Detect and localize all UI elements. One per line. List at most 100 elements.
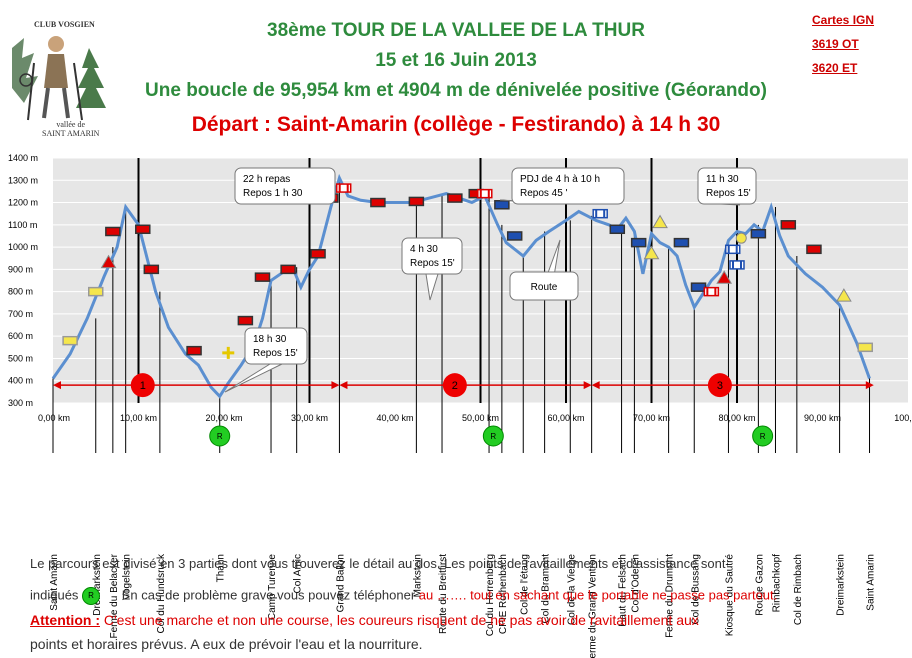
callout-11h30-line2: Repos 15' (706, 188, 751, 199)
place-label: Ferme du Drumont (665, 554, 676, 638)
footer-line1: Le parcours est divisé en 3 parties dont… (30, 556, 726, 571)
place-label: Dreimarkstein (836, 554, 847, 616)
x-tick-label: 10,00 km (120, 413, 157, 423)
y-tick-label: 1200 m (8, 198, 38, 208)
waypoint-marker (592, 208, 608, 219)
place-label: Col de Rimbach (793, 554, 804, 625)
logo-graphic (12, 36, 106, 121)
waypoint-marker (370, 197, 386, 208)
callout-pdj-box (511, 167, 625, 205)
place-label: Ferme du Belacker (109, 553, 120, 638)
place-label: Ferme du Grand Ventron (588, 554, 599, 658)
place-label: Markstein (412, 554, 423, 597)
footer-line4: points et horaires prévus. A eux de prév… (30, 636, 423, 652)
place-label: Col Amic (293, 554, 304, 593)
waypoint-marker (105, 226, 121, 237)
waypoint-marker (447, 193, 463, 203)
callout-22h-line1: 22 h repas (243, 174, 290, 185)
waypoint-marker (750, 228, 767, 239)
waypoint-marker (690, 282, 707, 292)
section-number-badge (707, 373, 732, 398)
callout-4h30-pointer (425, 273, 439, 301)
departure-line: Départ : Saint-Amarin (collège - Festira… (191, 113, 721, 136)
callout-4h30-line2: Repos 15' (410, 258, 455, 269)
callout-4h30-line1: 4 h 30 (410, 244, 438, 255)
waypoint-marker (62, 335, 78, 346)
section-arrow-head (53, 381, 61, 390)
place-label: Camp Turenne (267, 554, 278, 621)
waypoint-marker (729, 260, 745, 270)
aid-marker (222, 346, 235, 359)
ign-maps: Cartes IGN 3619 OT 3620 ET (812, 8, 874, 80)
place-label: Rimbachkopf (771, 554, 782, 613)
callout-22h-box (234, 167, 336, 205)
place-label: Kiosque du Sautré (724, 554, 735, 637)
waypoint-marker (857, 342, 873, 353)
waypoint-marker (237, 315, 254, 326)
waypoint-marker (477, 188, 493, 199)
callout-route-box (509, 271, 579, 301)
checkpoint-icon-label: R (490, 432, 496, 441)
section-arrow-head (591, 381, 600, 390)
waypoint-marker (609, 224, 626, 235)
y-tick-label: 800 m (8, 287, 33, 297)
logo-bottom-line1: vallée de (56, 120, 86, 129)
x-tick-label: 50,00 km (462, 413, 499, 423)
checkpoint-icon-label: R (217, 432, 223, 441)
place-label: Haut du Felsach (618, 554, 629, 627)
callout-pdj-line2: Repos 45 ' (520, 188, 568, 199)
callout-18h30-line1: 18 h 30 (253, 334, 287, 345)
y-tick-label: 900 m (8, 264, 33, 274)
summit-marker (716, 270, 733, 284)
logo-bottom-text: vallée de SAINT AMARIN (42, 120, 99, 138)
section-number: 2 (452, 380, 458, 392)
section-arrow-head (339, 381, 348, 390)
place-label: Saint Amarin (866, 554, 877, 611)
ign-map1: 3619 OT (812, 37, 859, 51)
water-marker (735, 232, 747, 244)
waypoint-marker (724, 244, 741, 255)
waypoint-marker (310, 249, 326, 259)
y-tick-label: 300 m (8, 398, 33, 408)
place-label: Route du Breitfirst (438, 554, 449, 634)
waypoint-marker (673, 237, 690, 248)
x-tick-label: 40,00 km (376, 413, 413, 423)
section-number-badge (442, 373, 467, 398)
place-label: Vogelstein (122, 554, 133, 600)
section-number: 1 (140, 380, 146, 392)
elevation-profile-line (51, 173, 871, 399)
waypoint-marker (806, 244, 822, 255)
place-label: Col de Bussang (690, 554, 701, 625)
x-tick-label: 20,00 km (205, 413, 242, 423)
waypoint-marker (88, 286, 104, 297)
callout-11h30-box (697, 167, 757, 205)
waypoint-marker (630, 237, 647, 248)
callout-22h-line2: Repos 1 h 30 (243, 188, 303, 199)
y-tick-label: 400 m (8, 376, 33, 386)
place-label: Col du Herrenberg (485, 554, 496, 636)
callout-18h30-box (244, 327, 308, 365)
summit-marker (643, 245, 660, 260)
place-label: Col du Bramont (541, 554, 552, 624)
title-loop: Une boucle de 95,954 km et 4904 m de dén… (145, 80, 767, 101)
waypoint-marker (143, 264, 160, 275)
callout-pdj-line1: PDJ de 4 h à 10 h (520, 174, 600, 185)
waypoint-marker (506, 231, 523, 241)
place-label: Dreimarkstein (92, 554, 103, 616)
checkpoint-icon (752, 425, 774, 447)
waypoint-marker (186, 345, 202, 356)
y-tick-label: 1300 m (8, 175, 38, 185)
club-logo: CLUB VOSGIEN vallée de SAINT AMARIN (4, 8, 114, 138)
place-label: Col du Hundsruck (156, 553, 167, 633)
waypoint-marker (254, 272, 271, 282)
summit-marker (652, 214, 668, 229)
waypoint-marker (135, 224, 151, 235)
footer-indiques: indiqués (30, 587, 79, 603)
callout-18h30-line2: Repos 15' (253, 348, 298, 359)
waypoint-marker (494, 200, 510, 210)
ign-title: Cartes IGN (812, 13, 875, 27)
x-tick-label: 100,00 (894, 413, 912, 423)
checkpoint-icon (482, 425, 504, 447)
